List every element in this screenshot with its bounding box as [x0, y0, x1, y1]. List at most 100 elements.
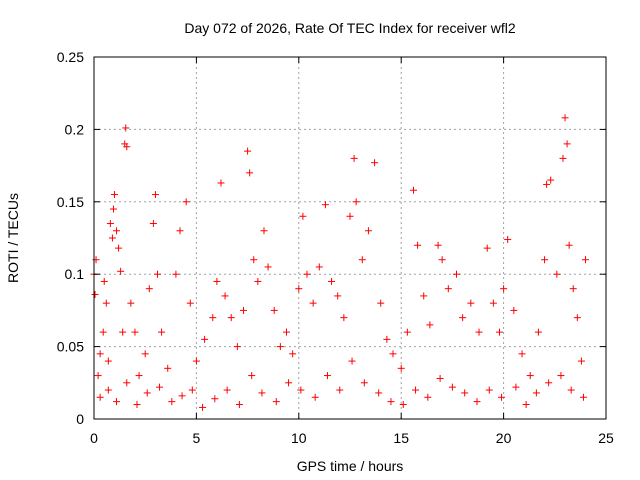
- data-point: [145, 285, 153, 293]
- data-point: [283, 328, 291, 336]
- data-point: [348, 357, 356, 365]
- data-point: [143, 389, 151, 397]
- data-point: [217, 179, 225, 187]
- data-point: [403, 328, 411, 336]
- data-point: [110, 191, 118, 199]
- data-point: [100, 277, 108, 285]
- data-point: [563, 140, 571, 148]
- data-point: [352, 198, 360, 206]
- data-point: [461, 389, 469, 397]
- data-point: [270, 306, 278, 314]
- data-point: [375, 389, 383, 397]
- y-tick-label: 0.15: [57, 194, 84, 210]
- data-point: [522, 401, 530, 409]
- x-tick-label: 5: [193, 430, 201, 446]
- data-point: [168, 398, 176, 406]
- data-point: [233, 343, 241, 351]
- data-point: [543, 180, 551, 188]
- data-point: [383, 335, 391, 343]
- data-point: [518, 350, 526, 358]
- data-point: [582, 256, 590, 264]
- data-point: [485, 386, 493, 394]
- data-point: [176, 227, 184, 235]
- data-point: [467, 299, 475, 307]
- data-point: [108, 234, 116, 242]
- data-point: [323, 372, 331, 380]
- data-point: [438, 256, 446, 264]
- data-point: [399, 401, 407, 409]
- data-point: [360, 379, 368, 387]
- data-point: [250, 256, 258, 264]
- data-point: [123, 143, 131, 151]
- data-point: [272, 398, 280, 406]
- y-axis-label: ROTI / TECUs: [5, 193, 21, 283]
- data-point: [573, 314, 581, 322]
- data-point: [336, 386, 344, 394]
- data-point: [434, 241, 442, 249]
- data-point: [297, 386, 305, 394]
- data-point: [172, 270, 180, 278]
- data-point: [141, 350, 149, 358]
- data-point: [334, 292, 342, 300]
- data-point: [188, 386, 196, 394]
- data-point: [452, 270, 460, 278]
- data-point: [526, 372, 534, 380]
- data-point: [102, 299, 110, 307]
- y-tick-label: 0.25: [57, 49, 84, 65]
- data-point: [223, 386, 231, 394]
- data-point: [258, 389, 266, 397]
- data-point: [315, 263, 323, 271]
- data-point: [264, 263, 272, 271]
- data-point: [389, 350, 397, 358]
- data-point: [420, 292, 428, 300]
- data-point: [113, 227, 121, 235]
- data-point: [123, 379, 131, 387]
- data-point: [122, 124, 130, 132]
- data-point: [424, 393, 432, 401]
- data-point: [303, 270, 311, 278]
- data-point: [321, 201, 329, 209]
- data-point: [377, 299, 385, 307]
- data-point: [244, 147, 252, 155]
- y-tick-label: 0: [76, 411, 84, 427]
- data-point: [289, 350, 297, 358]
- data-point: [414, 241, 422, 249]
- data-point: [557, 372, 565, 380]
- data-point: [104, 386, 112, 394]
- data-point: [99, 328, 107, 336]
- data-point: [209, 314, 217, 322]
- tick-marks: [93, 56, 607, 420]
- data-point: [115, 244, 123, 252]
- data-point: [553, 270, 561, 278]
- data-point: [534, 328, 542, 336]
- data-point: [91, 290, 99, 298]
- data-point: [579, 393, 587, 401]
- data-point: [444, 285, 452, 293]
- data-point: [104, 357, 112, 365]
- data-point: [227, 314, 235, 322]
- y-tick-labels: 0 0.05 0.1 0.15 0.2 0.25: [57, 49, 84, 427]
- data-point: [489, 299, 497, 307]
- data-point: [309, 299, 317, 307]
- data-point: [211, 395, 219, 403]
- data-point: [496, 328, 504, 336]
- data-point: [260, 227, 268, 235]
- data-point: [117, 267, 125, 275]
- chart-title: Day 072 of 2026, Rate Of TEC Index for r…: [184, 20, 515, 36]
- data-point: [276, 343, 284, 351]
- data-point: [436, 374, 444, 382]
- data-point: [213, 277, 221, 285]
- x-tick-label: 0: [90, 430, 98, 446]
- data-point: [153, 270, 161, 278]
- plot-frame: [93, 56, 607, 420]
- data-point: [311, 393, 319, 401]
- data-point: [164, 364, 172, 372]
- data-point: [186, 299, 194, 307]
- data-point: [295, 285, 303, 293]
- data-point: [254, 277, 262, 285]
- data-point: [545, 379, 553, 387]
- data-point: [459, 314, 467, 322]
- data-point: [156, 383, 164, 391]
- data-point: [504, 235, 512, 243]
